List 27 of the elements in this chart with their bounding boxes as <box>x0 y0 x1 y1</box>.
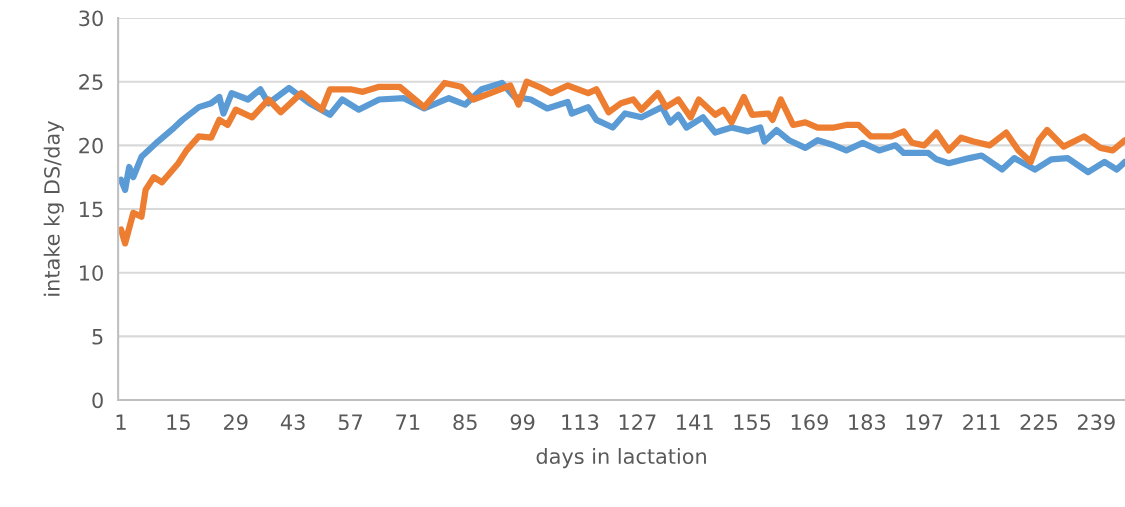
x-tick-label: 85 <box>453 414 477 431</box>
x-axis-title: days in lactation <box>536 447 706 469</box>
x-tick-label: 113 <box>562 414 599 431</box>
x-tick-label: 99 <box>510 414 535 431</box>
y-tick-label: 20 <box>79 137 103 154</box>
x-tick-label: 225 <box>1020 414 1057 431</box>
y-tick-label: 0 <box>92 392 103 409</box>
x-tick-label: 169 <box>791 414 828 431</box>
x-tick-label: 211 <box>963 414 1000 430</box>
x-tick-label: 57 <box>338 414 362 431</box>
x-tick-label: 197 <box>906 414 943 431</box>
x-tick-label: 141 <box>677 414 713 430</box>
x-tick-label: 29 <box>224 414 248 431</box>
x-tick-label: 1 <box>116 414 126 430</box>
y-tick-label: 15 <box>80 201 103 218</box>
x-tick-label: 239 <box>1077 414 1115 431</box>
x-tick-label: 183 <box>849 414 886 431</box>
x-tick-label: 15 <box>167 414 190 431</box>
x-tick-label: 43 <box>280 414 305 431</box>
y-axis-title: intake kg DS/day <box>43 121 64 296</box>
y-tick-label: 5 <box>92 329 103 345</box>
y-tick-label: 25 <box>79 74 103 90</box>
x-tick-label: 71 <box>396 414 420 430</box>
x-tick-label: 155 <box>734 414 771 431</box>
y-tick-label: 30 <box>79 10 103 27</box>
x-tick-label: 127 <box>619 414 656 430</box>
y-tick-label: 10 <box>80 265 103 281</box>
